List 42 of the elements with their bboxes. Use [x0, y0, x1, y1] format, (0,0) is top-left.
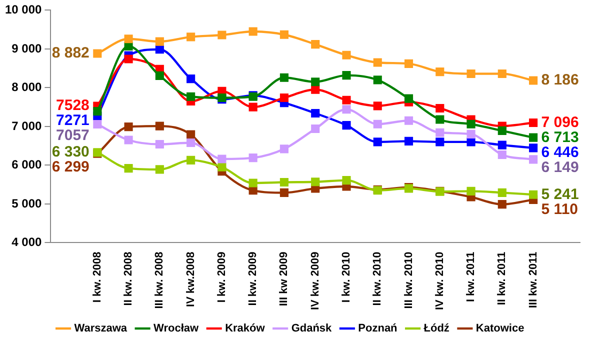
data-label: 6 149: [541, 158, 579, 176]
y-tick-label: 7 000: [12, 118, 42, 133]
x-tick-label: II kw. 2011: [496, 252, 508, 306]
data-label: 7 096: [541, 114, 579, 131]
x-tick-label: IV kw. 2009: [309, 252, 322, 310]
x-tick-label: II kw. 2008: [122, 252, 135, 306]
y-tick-label: 5 000: [12, 196, 42, 210]
data-label: 6 713: [541, 128, 579, 146]
data-label: 7271: [56, 112, 90, 130]
x-tick-label: III kw. 2011: [527, 252, 540, 308]
data-label: 6 446: [541, 144, 579, 161]
legend-label: Katowice: [476, 322, 524, 335]
x-tick-label: III kw. 2008: [154, 252, 166, 309]
x-tick-label: IV kw.2008: [184, 252, 197, 307]
data-label: 6 330: [52, 144, 90, 161]
y-tick-label: 10 000: [5, 2, 42, 17]
x-tick-label: I kw. 2010: [340, 252, 353, 303]
data-label: 8 882: [52, 44, 90, 62]
data-label: 6 299: [52, 158, 90, 176]
x-tick-label: II kw. 2009: [247, 252, 260, 306]
y-tick-label: 9 000: [12, 41, 42, 56]
x-tick-label: III kw. 2010: [402, 252, 415, 309]
legend-label: Wrocław: [154, 322, 200, 335]
x-tick-label: I kw. 2008: [91, 252, 104, 303]
x-tick-label: III kw 2009: [278, 252, 290, 306]
legend-label: Kraków: [225, 322, 266, 335]
data-label: 8 186: [541, 72, 579, 89]
x-tick-label: IV kw. 2010: [434, 252, 446, 310]
y-tick-label: 6 000: [12, 158, 42, 172]
data-label: 5 110: [541, 200, 578, 218]
y-tick-label: 8 000: [12, 80, 42, 94]
x-tick-label: I kw. 2009: [216, 252, 228, 303]
legend-label: Warszawa: [74, 322, 128, 335]
legend-label: Poznań: [358, 322, 398, 335]
x-tick-label: II kw. 2010: [372, 252, 384, 306]
legend-label: Łódź: [424, 322, 450, 335]
data-label: 5 241: [541, 186, 579, 203]
legend-label: Gdańsk: [291, 322, 333, 335]
data-label: 7057: [56, 127, 90, 144]
y-tick-label: 4 000: [12, 235, 42, 250]
data-label: 7528: [56, 97, 90, 114]
x-tick-label: I kw. 2011: [465, 252, 478, 302]
